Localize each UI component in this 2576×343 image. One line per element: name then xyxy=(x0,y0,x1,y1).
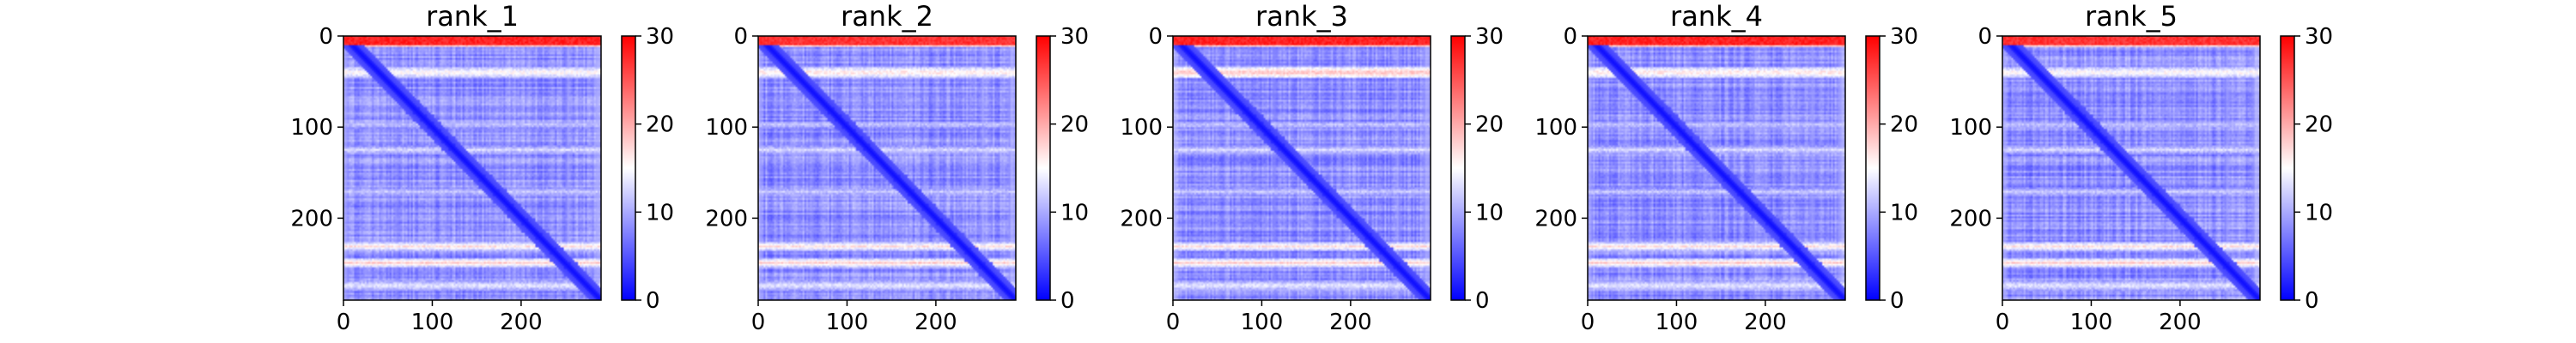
colorbar-tick-label: 10 xyxy=(1475,200,1504,226)
y-tick-label: 0 xyxy=(319,24,333,50)
colorbar xyxy=(1036,35,1051,301)
x-tick-label: 100 xyxy=(411,310,454,335)
x-tick-label: 100 xyxy=(826,310,869,335)
colorbar-tick-label: 10 xyxy=(2305,200,2333,226)
colorbar-tick-label: 30 xyxy=(1890,24,1918,50)
y-tick-label: 100 xyxy=(1949,115,1992,141)
colorbar-tick-label: 20 xyxy=(1475,112,1504,138)
colorbar-tick-label: 0 xyxy=(2305,288,2319,314)
x-tick-label: 200 xyxy=(500,310,543,335)
colorbar-tick-label: 20 xyxy=(646,112,674,138)
heatmap-image xyxy=(758,36,1016,300)
heatmap-image xyxy=(2002,36,2260,300)
colorbar xyxy=(2280,35,2295,301)
colorbar xyxy=(621,35,636,301)
colorbar-tick-label: 0 xyxy=(1475,288,1490,314)
axes-frame xyxy=(757,35,1017,301)
y-tick-label: 0 xyxy=(1563,24,1577,50)
x-tick-label: 0 xyxy=(1166,310,1181,335)
colorbar-tick-label: 30 xyxy=(2305,24,2333,50)
x-tick-label: 200 xyxy=(1744,310,1787,335)
colorbar-tick-label: 0 xyxy=(646,288,660,314)
x-tick-label: 100 xyxy=(2070,310,2113,335)
x-tick-label: 200 xyxy=(2159,310,2202,335)
colorbar-tick-label: 0 xyxy=(1060,288,1075,314)
y-tick-label: 100 xyxy=(290,115,333,141)
panel-title: rank_1 xyxy=(426,0,519,33)
x-tick-label: 100 xyxy=(1241,310,1284,335)
y-tick-label: 200 xyxy=(705,206,748,232)
axes-frame xyxy=(1172,35,1431,301)
heatmap-image xyxy=(1588,36,1845,300)
x-tick-label: 200 xyxy=(1329,310,1372,335)
y-tick-label: 100 xyxy=(1120,115,1163,141)
panel-title: rank_2 xyxy=(841,0,933,33)
x-tick-label: 0 xyxy=(1581,310,1595,335)
axes-frame xyxy=(343,35,602,301)
x-tick-label: 100 xyxy=(1656,310,1698,335)
heatmap-panel-2: rank_2 0 100 200 0 100 200 0 10 20 30 xyxy=(705,0,1089,335)
heatmap-panel-5: rank_5 0 100 200 0 100 200 0 10 20 30 xyxy=(1949,0,2333,335)
colorbar-tick-label: 30 xyxy=(1060,24,1089,50)
y-tick-label: 0 xyxy=(1148,24,1163,50)
colorbar xyxy=(1450,35,1466,301)
colorbar xyxy=(1865,35,1880,301)
colorbar-tick-label: 20 xyxy=(1060,112,1089,138)
colorbar-tick-label: 20 xyxy=(1890,112,1918,138)
axes-frame xyxy=(2002,35,2261,301)
heatmap-panel-3: rank_3 0 100 200 0 100 200 0 10 20 30 xyxy=(1120,0,1504,335)
y-tick-label: 200 xyxy=(1120,206,1163,232)
heatmap-image xyxy=(343,36,601,300)
heatmap-image xyxy=(1173,36,1431,300)
y-tick-label: 200 xyxy=(1949,206,1992,232)
y-tick-label: 100 xyxy=(705,115,748,141)
colorbar-tick-label: 30 xyxy=(646,24,674,50)
x-tick-label: 0 xyxy=(1996,310,2010,335)
y-tick-label: 200 xyxy=(290,206,333,232)
colorbar-tick-label: 10 xyxy=(1060,200,1089,226)
y-tick-label: 100 xyxy=(1534,115,1577,141)
panel-title: rank_4 xyxy=(1670,0,1763,33)
x-tick-label: 200 xyxy=(914,310,957,335)
heatmap-panel-4: rank_4 0 100 200 0 100 200 0 10 20 30 xyxy=(1534,0,1918,335)
colorbar-tick-label: 20 xyxy=(2305,112,2333,138)
panel-title: rank_5 xyxy=(2085,0,2178,33)
colorbar-tick-label: 30 xyxy=(1475,24,1504,50)
heatmap-panel-1: rank_1 0 100 200 0 100 200 0 10 20 30 xyxy=(290,0,674,335)
x-tick-label: 0 xyxy=(751,310,766,335)
y-tick-label: 0 xyxy=(1978,24,1992,50)
colorbar-tick-label: 0 xyxy=(1890,288,1905,314)
panel-title: rank_3 xyxy=(1255,0,1348,33)
colorbar-tick-label: 10 xyxy=(646,200,674,226)
y-tick-label: 0 xyxy=(733,24,748,50)
y-tick-label: 200 xyxy=(1534,206,1577,232)
axes-frame xyxy=(1587,35,1846,301)
x-tick-label: 0 xyxy=(337,310,351,335)
colorbar-tick-label: 10 xyxy=(1890,200,1918,226)
